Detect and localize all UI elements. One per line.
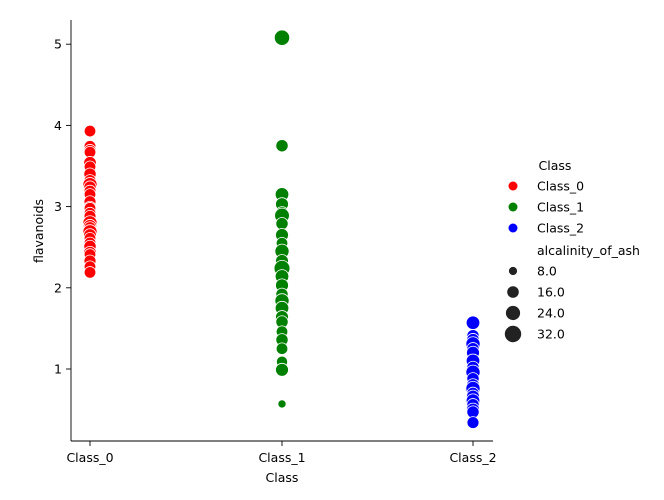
legend-size-marker (508, 266, 518, 276)
legend-hue-title: Class (539, 158, 572, 173)
x-tick-label: Class_1 (258, 450, 305, 465)
data-point-class-1 (275, 362, 289, 377)
legend-size-label: 16.0 (537, 285, 565, 300)
legend-label: Class_1 (537, 200, 584, 215)
data-point-class-0 (83, 124, 97, 138)
y-tick-label: 4 (54, 118, 62, 133)
legend-label: Class_2 (537, 221, 584, 236)
x-ticks: Class_0 Class_1 Class_2 (66, 441, 497, 465)
y-tick-label: 3 (54, 199, 62, 214)
data-point-class-1 (275, 139, 289, 153)
legend-size-label: 32.0 (537, 327, 565, 342)
x-axis-label: Class (266, 470, 299, 485)
y-axis-label: flavanoids (31, 199, 46, 263)
legend-label: Class_0 (537, 179, 584, 194)
legend-marker (508, 223, 518, 233)
data-point-class-1 (277, 399, 287, 409)
x-tick-label: Class_2 (449, 450, 496, 465)
y-tick-label: 5 (54, 37, 62, 52)
data-point-class-1 (275, 217, 289, 231)
points-layer (82, 29, 481, 429)
legend-size-title: alcalinity_of_ash (537, 243, 640, 258)
y-ticks: 1 2 3 4 5 (54, 37, 71, 377)
legend-size-marker (505, 305, 521, 321)
legend-size-marker (504, 325, 522, 343)
legend-marker (508, 181, 518, 191)
data-point-class-2 (465, 315, 481, 330)
legend-size-label: 24.0 (537, 306, 565, 321)
legend-size-label: 8.0 (537, 264, 557, 279)
data-point-class-0 (83, 266, 97, 279)
y-tick-label: 2 (54, 280, 62, 295)
legend-size-marker (507, 286, 519, 298)
data-point-class-1 (273, 29, 291, 46)
x-tick-label: Class_0 (66, 450, 113, 465)
data-point-class-2 (466, 416, 480, 429)
legend: Class Class_0 Class_1 Class_2 alcalinity_of_… (504, 158, 640, 343)
data-point-class-1 (275, 342, 289, 355)
y-tick-label: 1 (54, 362, 62, 377)
legend-marker (508, 202, 518, 212)
